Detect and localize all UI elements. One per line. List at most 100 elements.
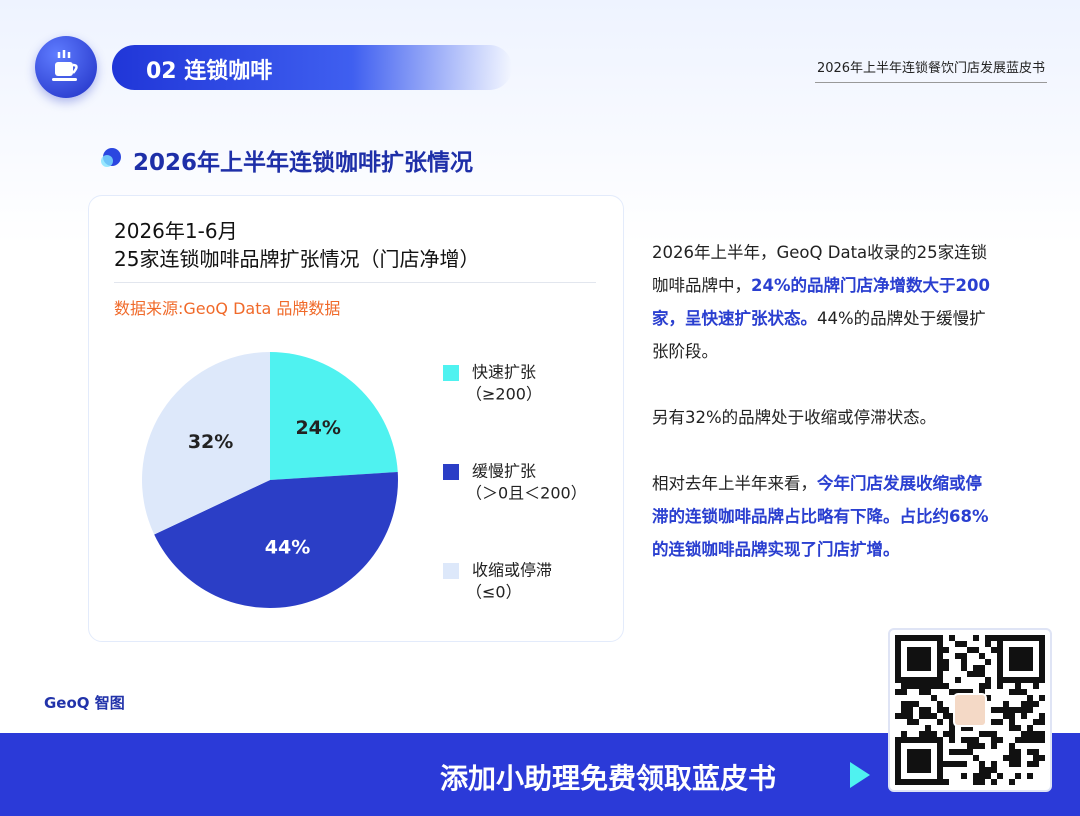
qr-module — [973, 671, 979, 677]
qr-module — [973, 665, 979, 671]
qr-module — [937, 707, 943, 713]
qr-module — [943, 659, 949, 665]
qr-module — [979, 743, 985, 749]
qr-module — [901, 707, 907, 713]
qr-module — [1027, 773, 1033, 779]
qr-finder — [907, 749, 931, 773]
qr-module — [1009, 689, 1015, 695]
value-label: 44% — [265, 537, 310, 559]
qr-module — [991, 647, 997, 653]
legend-swatch — [443, 464, 459, 480]
qr-module — [895, 713, 901, 719]
text: 2026年上半年，GeoQ Data收录的25家连锁咖啡品牌中， — [652, 243, 988, 295]
qr-module — [949, 749, 955, 755]
qr-module — [949, 737, 955, 743]
qr-module — [1033, 731, 1039, 737]
qr-module — [925, 731, 931, 737]
qr-module — [913, 701, 919, 707]
legend-label: 快速扩张 — [472, 363, 536, 382]
qr-module — [943, 707, 949, 713]
qr-module — [955, 653, 961, 659]
qr-module — [991, 737, 997, 743]
qr-module — [1027, 707, 1033, 713]
qr-module — [979, 767, 985, 773]
qr-module — [943, 683, 949, 689]
qr-module — [1033, 683, 1039, 689]
qr-module — [1009, 761, 1015, 767]
qr-module — [919, 713, 925, 719]
qr-module — [931, 683, 937, 689]
section-label: 02 连锁咖啡 — [146, 59, 273, 84]
qr-module — [979, 689, 985, 695]
qr-module — [913, 683, 919, 689]
qr-module — [955, 641, 961, 647]
qr-module — [973, 743, 979, 749]
qr-module — [907, 683, 913, 689]
qr-module — [1039, 695, 1045, 701]
qr-module — [1021, 737, 1027, 743]
qr-module — [943, 647, 949, 653]
qr-module — [1009, 779, 1015, 785]
qr-module — [901, 731, 907, 737]
qr-module — [979, 665, 985, 671]
qr-module — [895, 689, 901, 695]
qr-module — [1033, 755, 1039, 761]
qr-module — [919, 731, 925, 737]
paragraph: 2026年上半年，GeoQ Data收录的25家连锁咖啡品牌中，24%的品牌门店… — [652, 236, 997, 368]
qr-module — [1015, 737, 1021, 743]
qr-module — [979, 653, 985, 659]
qr-module — [985, 677, 991, 683]
qr-module — [967, 737, 973, 743]
qr-module — [997, 683, 1003, 689]
qr-module — [1015, 761, 1021, 767]
pie-slice — [270, 352, 398, 480]
pie-slice — [141, 352, 270, 535]
cta: 添加小助理免费领取蓝皮书 — [440, 762, 777, 795]
qr-module — [967, 749, 973, 755]
qr-module — [979, 671, 985, 677]
qr-module — [991, 761, 997, 767]
qr-module — [907, 707, 913, 713]
qr-module — [949, 635, 955, 641]
qr-module — [949, 689, 955, 695]
qr-code — [895, 635, 1045, 785]
qr-module — [967, 725, 973, 731]
qr-module — [1003, 755, 1009, 761]
highlight-text: 今年门店发展收缩或停滞的连锁咖啡品牌占比略有下降。占比约68%的连锁咖啡品牌实现… — [652, 474, 989, 559]
qr-module — [991, 767, 997, 773]
qr-module — [991, 779, 997, 785]
qr-module — [901, 701, 907, 707]
qr-module — [997, 737, 1003, 743]
paragraph: 另有32%的品牌处于收缩或停滞状态。 — [652, 401, 997, 434]
qr-module — [1027, 749, 1033, 755]
cta-arrow — [850, 762, 870, 788]
qr-module — [1015, 689, 1021, 695]
chart-subtitle: 25家连锁咖啡品牌扩张情况（门店净增） — [114, 247, 480, 271]
commentary: 2026年上半年，GeoQ Data收录的25家连锁咖啡品牌中，24%的品牌门店… — [652, 236, 997, 599]
qr-module — [1027, 731, 1033, 737]
qr-module — [1015, 755, 1021, 761]
qr-module — [985, 683, 991, 689]
qr-module — [925, 683, 931, 689]
text: 44%的品牌处于缓慢扩张阶段。 — [652, 309, 986, 361]
qr-module — [1009, 713, 1015, 719]
legend-swatch — [443, 365, 459, 381]
pie-chart: 24% 快速扩张 （≥200） 44% 缓慢扩张 （＞0且＜200） 32% 收缩或停滞 （≤0… — [141, 352, 587, 608]
qr-module — [907, 713, 913, 719]
chart-title: 2026年1-6月 — [114, 219, 238, 243]
qr-module — [1015, 707, 1021, 713]
qr-module — [985, 767, 991, 773]
qr-module — [1009, 707, 1015, 713]
qr-module — [1039, 719, 1045, 725]
paragraph: 相对去年上半年来看，今年门店发展收缩或停滞的连锁咖啡品牌占比略有下降。占比约68… — [652, 467, 997, 566]
divider — [114, 282, 596, 283]
qr-module — [985, 635, 991, 641]
highlight-text: 24%的品牌门店净增数大于200家，呈快速扩张状态。 — [652, 276, 990, 328]
qr-module — [997, 773, 1003, 779]
legend-label: 缓慢扩张 — [472, 462, 536, 481]
qr-module — [979, 731, 985, 737]
chart-source: 数据来源:GeoQ Data 品牌数据 — [114, 299, 341, 318]
qr-module — [955, 677, 961, 683]
qr-module — [1039, 731, 1045, 737]
